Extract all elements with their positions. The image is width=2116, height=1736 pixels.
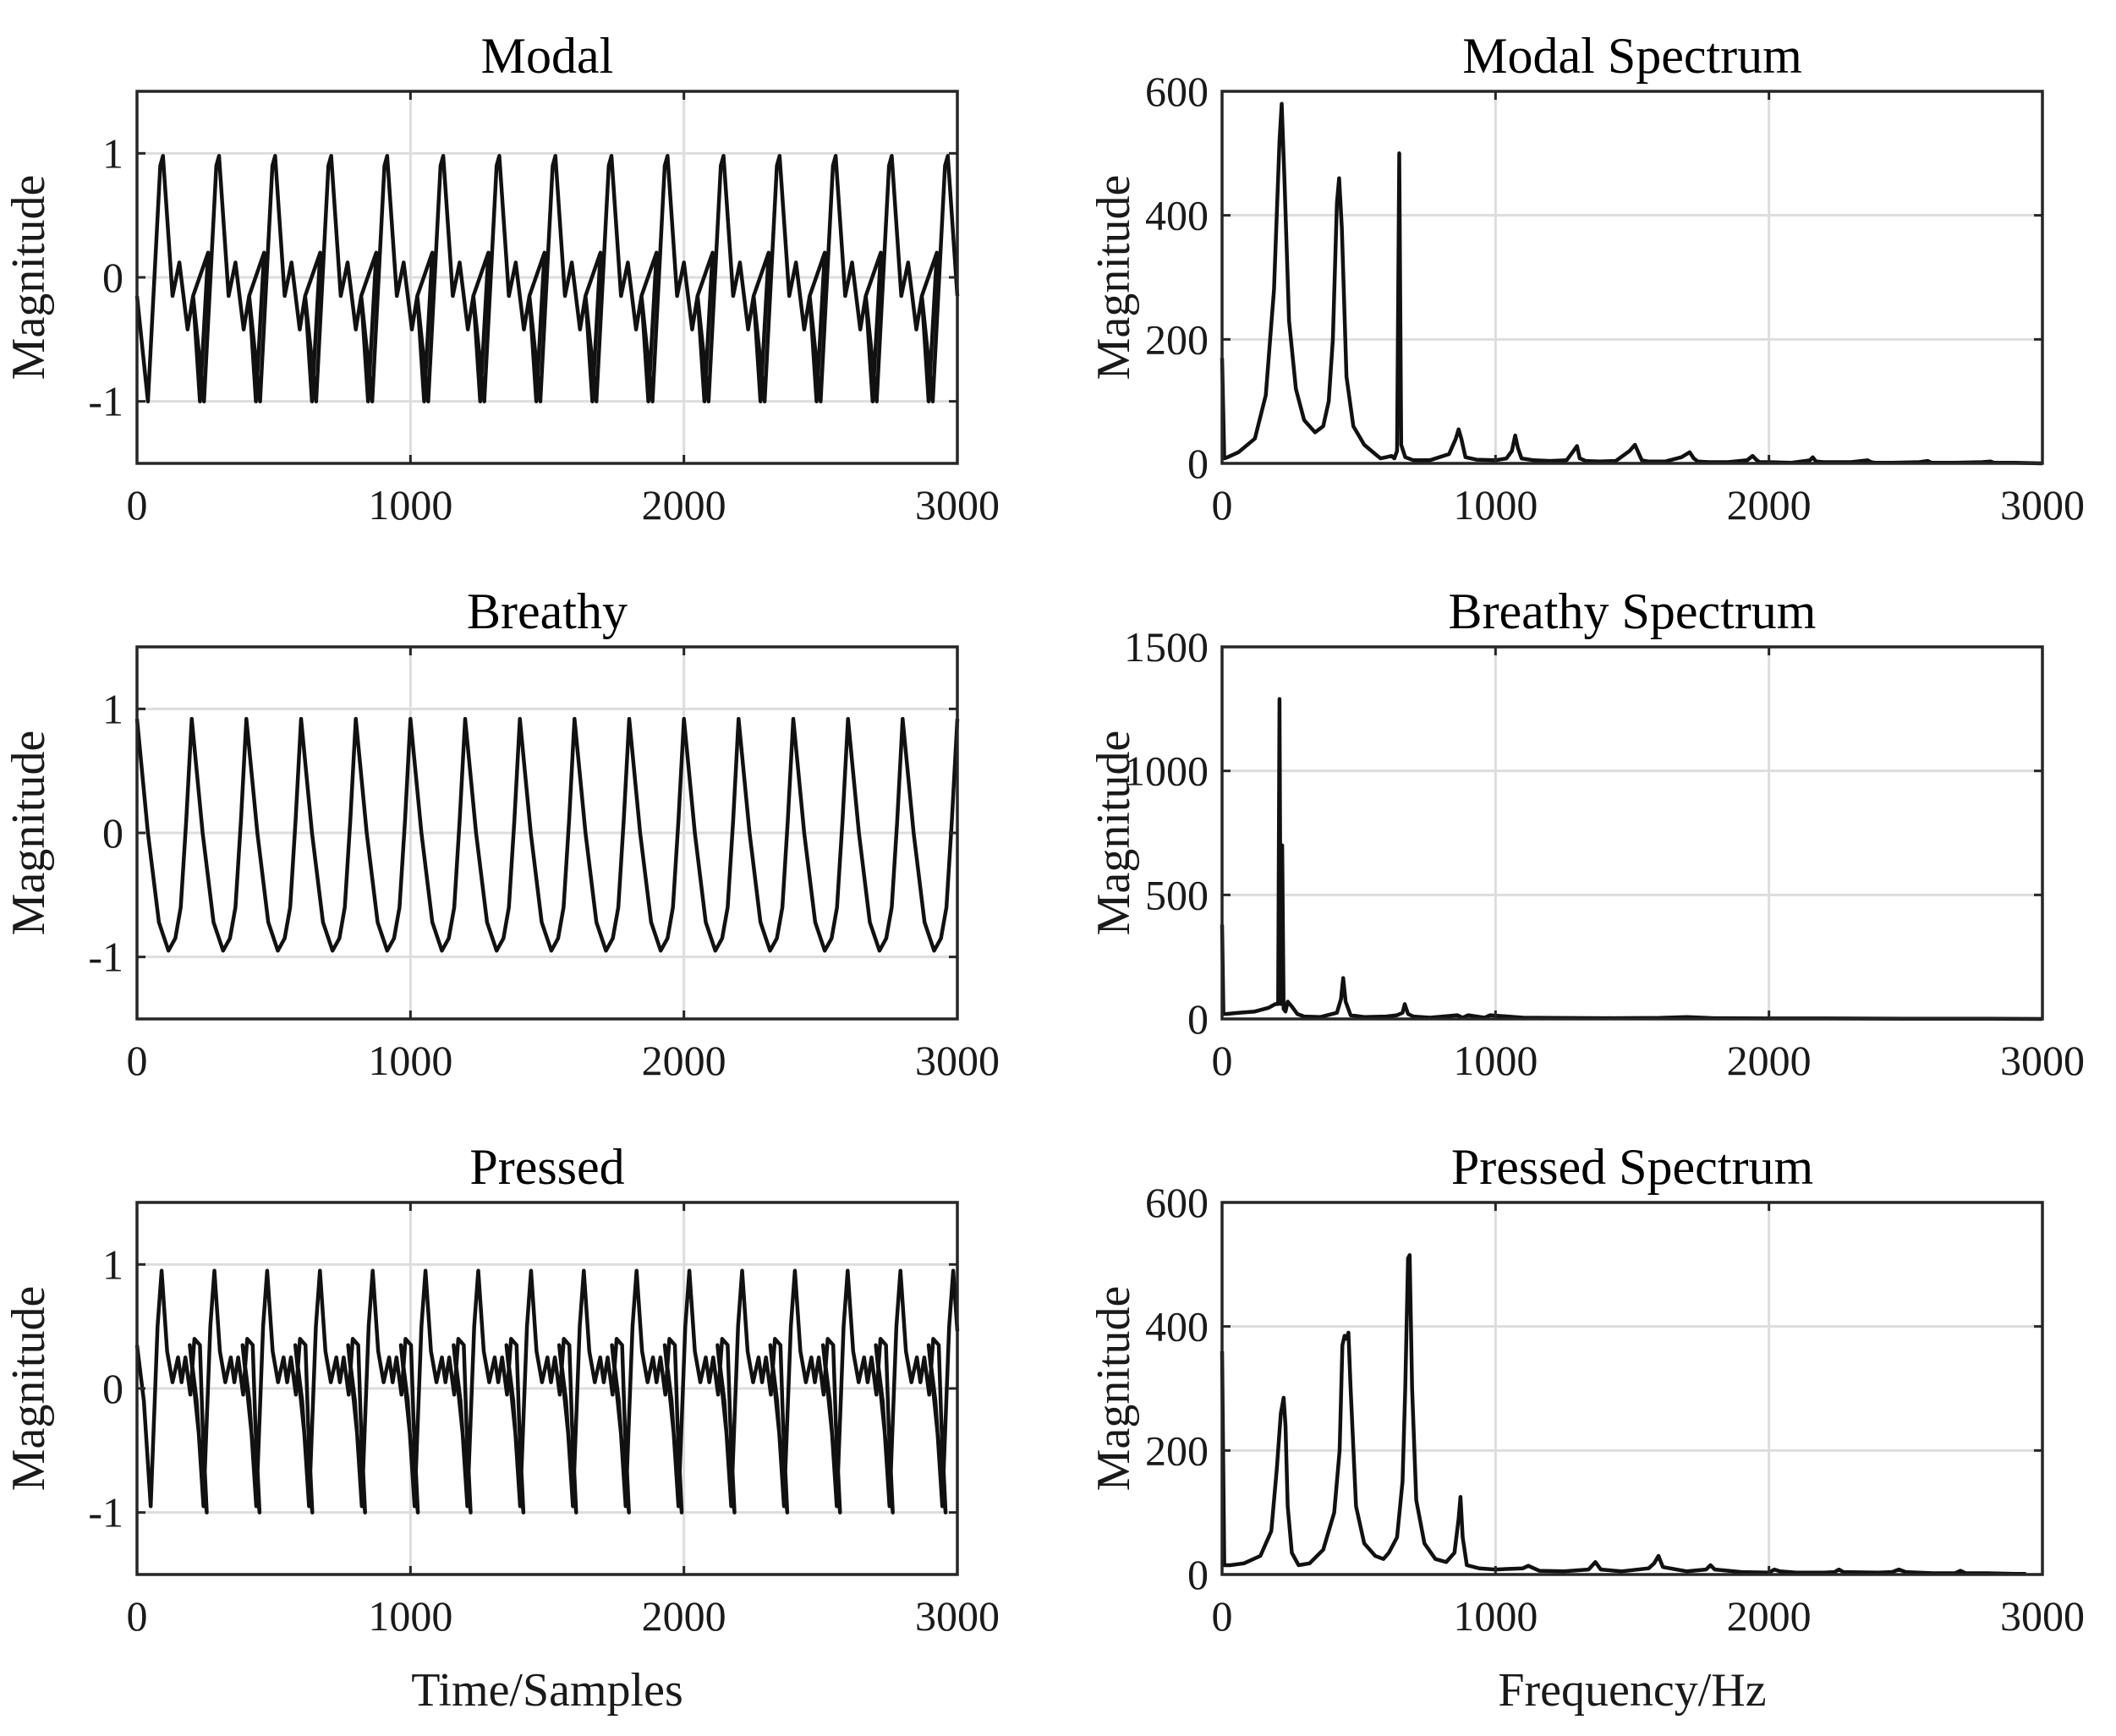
grid-lines (137, 647, 957, 1019)
tick-group: 0 1000 2000 3000 -1 0 1 (88, 647, 1000, 1084)
x-tick-label: 3000 (915, 1592, 1000, 1640)
panel-title: Pressed Spectrum (1451, 1139, 1813, 1195)
panel-title: Breathy Spectrum (1449, 583, 1817, 639)
panel-title: Modal Spectrum (1462, 28, 1802, 84)
tick-group: 0 1000 2000 3000 -1 0 1 (88, 91, 1000, 528)
y-tick-label: 200 (1145, 315, 1209, 363)
series-group (1220, 101, 2043, 466)
x-tick-label: 3000 (2000, 1592, 2085, 1640)
y-tick-label: 1000 (1124, 748, 1209, 795)
x-tick-label: 2000 (642, 481, 726, 528)
y-tick-label: 200 (1145, 1427, 1209, 1474)
panel-title: Modal (481, 28, 614, 84)
axes-frame (1220, 1201, 2044, 1576)
y-tick-label: 600 (1145, 1179, 1209, 1226)
series-line (134, 1268, 960, 1514)
y-tick-label: 1500 (1124, 623, 1209, 671)
axes-frame (1220, 645, 2044, 1021)
x-tick-label: 3000 (2000, 481, 2085, 528)
x-tick-label: 0 (127, 1592, 148, 1640)
series-group (134, 1268, 960, 1514)
x-tick-label: 0 (127, 1037, 148, 1084)
y-tick-label: 1 (102, 129, 123, 177)
grid-lines (137, 1202, 957, 1574)
y-tick-label: -1 (88, 934, 123, 981)
series-line (1220, 1253, 2026, 1576)
y-tick-label: 0 (1187, 440, 1209, 487)
y-tick-label: -1 (88, 1489, 123, 1536)
y-tick-label: 500 (1145, 871, 1209, 918)
x-tick-label: 2000 (642, 1037, 726, 1084)
grid-lines (1222, 91, 2042, 463)
x-tick-label: 3000 (915, 1037, 1000, 1084)
y-tick-label: 1 (102, 1240, 123, 1288)
x-tick-label: 0 (1212, 1592, 1233, 1640)
y-axis-label: Magnitude (3, 731, 55, 936)
grid-lines (1222, 1202, 2042, 1574)
y-tick-label: -1 (88, 378, 123, 425)
x-axis-label-time: Time/Samples (411, 1664, 683, 1717)
series-line (1220, 697, 2043, 1021)
x-tick-label: 1000 (1453, 1037, 1538, 1084)
series-group (1220, 697, 2043, 1021)
y-tick-label: 0 (1187, 1551, 1209, 1598)
x-tick-label: 2000 (642, 1592, 726, 1640)
series-line (134, 154, 960, 403)
y-tick-label: 0 (102, 1365, 123, 1412)
x-tick-label: 0 (1212, 1037, 1233, 1084)
y-tick-label: 0 (102, 809, 123, 857)
panel-breathy: Breathy 0 1000 2000 3000 -1 0 1 Magnitude (3, 583, 1000, 1084)
y-tick-label: 0 (1187, 995, 1209, 1043)
y-tick-label: 600 (1145, 68, 1209, 115)
panel-pressed-spectrum: Pressed Spectrum 0 1000 2000 3000 0 200 400 600… (1088, 1139, 2085, 1717)
y-tick-label: 1 (102, 685, 123, 732)
y-axis-label: Magnitude (1088, 1286, 1140, 1492)
panel-modal: Modal 0 1000 2000 3000 -1 0 1 Magnitude (3, 28, 1000, 528)
panel-pressed: Pressed 0 1000 2000 3000 -1 0 1 Magnitude Time… (3, 1139, 1000, 1717)
tick-group: 0 1000 2000 3000 0 500 1000 1500 (1124, 623, 2085, 1084)
x-tick-label: 1000 (1453, 1592, 1538, 1640)
x-tick-label: 0 (1212, 481, 1233, 528)
tick-group: 0 1000 2000 3000 -1 0 1 (88, 1202, 1000, 1640)
series-group (134, 154, 960, 403)
panel-modal-spectrum: Modal Spectrum 0 1000 2000 3000 0 200 400 600 M… (1088, 28, 2085, 528)
x-tick-label: 2000 (1727, 481, 1812, 528)
series-line (134, 716, 960, 953)
y-tick-label: 400 (1145, 192, 1209, 239)
panel-breathy-spectrum: Breathy Spectrum 0 1000 2000 3000 0 500 1000 15… (1088, 583, 2085, 1084)
tick-group: 0 1000 2000 3000 0 200 400 600 (1145, 68, 2085, 528)
y-axis-label: Magnitude (1088, 731, 1140, 936)
panel-title: Breathy (467, 583, 628, 639)
x-tick-label: 2000 (1727, 1037, 1812, 1084)
grid-lines (1222, 647, 2042, 1019)
x-tick-label: 1000 (368, 481, 452, 528)
x-tick-label: 3000 (915, 481, 1000, 528)
y-tick-label: 400 (1145, 1303, 1209, 1350)
x-tick-label: 1000 (368, 1592, 452, 1640)
x-axis-label-frequency: Frequency/Hz (1498, 1664, 1766, 1717)
axes-frame (1220, 90, 2044, 465)
x-tick-label: 3000 (2000, 1037, 2085, 1084)
y-axis-label: Magnitude (3, 1286, 55, 1492)
y-axis-label: Magnitude (1088, 175, 1140, 381)
panel-title: Pressed (469, 1139, 624, 1195)
y-tick-label: 0 (102, 254, 123, 301)
x-tick-label: 1000 (1453, 481, 1538, 528)
x-tick-label: 1000 (368, 1037, 452, 1084)
series-group (1220, 1253, 2026, 1576)
series-line (1220, 101, 2043, 466)
x-tick-label: 0 (127, 481, 148, 528)
y-axis-label: Magnitude (3, 175, 55, 381)
tick-group: 0 1000 2000 3000 0 200 400 600 (1145, 1179, 2085, 1640)
series-group (134, 716, 960, 953)
x-tick-label: 2000 (1727, 1592, 1812, 1640)
